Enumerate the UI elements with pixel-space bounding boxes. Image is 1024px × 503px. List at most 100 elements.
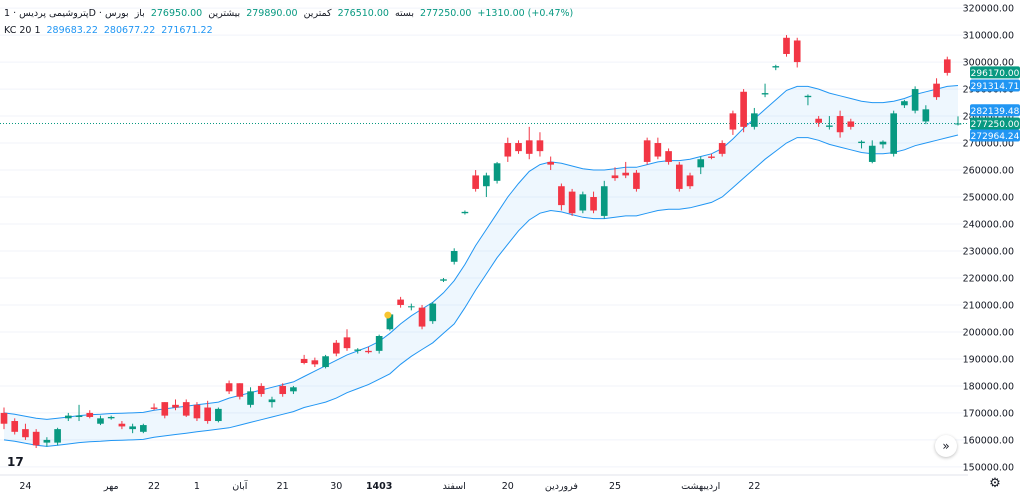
candle[interactable] [890,110,898,157]
candle[interactable] [129,423,136,434]
candle[interactable] [547,156,554,171]
gear-icon[interactable]: ⚙ [989,476,1001,491]
candle[interactable] [418,304,426,330]
candle[interactable] [718,140,726,157]
candle[interactable] [54,427,61,446]
candle[interactable] [751,107,758,130]
candle[interactable] [140,423,147,434]
candle[interactable] [11,418,19,435]
candle[interactable] [461,210,469,215]
y-tick-label: 240000.00 [963,220,1014,231]
candle[interactable] [97,415,104,426]
candle[interactable] [375,334,383,354]
candle[interactable] [118,421,126,430]
candle[interactable] [558,183,565,211]
candle[interactable] [654,137,662,160]
candle[interactable] [536,132,544,157]
candle[interactable] [397,296,404,308]
candle[interactable] [257,383,265,397]
candle[interactable] [472,170,479,192]
candle[interactable] [193,402,201,422]
indicator-name[interactable]: KC 20 1 [4,24,41,36]
candle[interactable] [225,380,233,395]
candle[interactable] [440,277,447,283]
candle[interactable] [429,302,437,324]
candle[interactable] [922,105,930,125]
candle[interactable] [0,407,8,430]
candle[interactable] [858,140,865,149]
candle[interactable] [579,191,587,214]
candle[interactable] [879,140,887,149]
candle[interactable] [793,37,801,68]
candle[interactable] [290,385,297,395]
candle[interactable] [204,400,211,424]
candle[interactable] [182,399,190,417]
candle[interactable] [665,148,672,165]
candle[interactable] [332,340,340,357]
candle[interactable] [493,161,501,184]
candle[interactable] [43,437,51,447]
candle[interactable] [772,64,780,71]
candle[interactable] [279,383,287,397]
candle[interactable] [804,94,812,106]
candle[interactable] [365,346,372,354]
candle[interactable] [408,303,415,311]
candle[interactable] [32,429,40,449]
candle[interactable] [107,415,115,420]
candle[interactable] [836,110,844,138]
candle[interactable] [697,156,705,175]
event-marker[interactable] [384,311,392,319]
candle[interactable] [515,140,522,154]
candle[interactable] [75,404,83,422]
candle[interactable] [868,140,876,164]
scroll-to-realtime-button[interactable]: » [935,435,957,457]
symbol-title[interactable]: پتروشیمی پردیس · 1D · بورس [4,7,129,19]
candle[interactable] [686,172,694,189]
candle[interactable] [954,116,962,126]
candle[interactable] [783,35,790,57]
candle[interactable] [943,56,951,76]
tradingview-logo[interactable]: 17 [7,455,24,469]
legend-indicator-row[interactable]: KC 20 1 289683.22 280677.22 271671.22 [4,22,573,39]
candle[interactable] [247,387,254,408]
candle[interactable] [86,410,94,419]
candle[interactable] [600,180,608,219]
high-label: بیشترین [208,7,241,19]
candle[interactable] [354,348,362,354]
candle[interactable] [525,126,533,160]
candle[interactable] [322,354,329,369]
candle[interactable] [483,172,490,198]
candle[interactable] [675,161,683,192]
candle[interactable] [933,78,940,100]
candle[interactable] [504,137,512,162]
candle[interactable] [64,412,72,422]
candle[interactable] [590,191,597,214]
candle[interactable] [911,86,919,114]
candle[interactable] [311,357,319,368]
candle[interactable] [633,170,640,192]
candle[interactable] [708,153,715,160]
candle[interactable] [150,403,158,411]
candle[interactable] [826,116,833,130]
candle[interactable] [611,167,619,181]
candle[interactable] [622,161,630,179]
candle[interactable] [268,396,276,408]
candle[interactable] [901,99,908,108]
candle[interactable] [450,248,458,265]
candle[interactable] [815,116,822,127]
candle[interactable] [22,423,29,440]
candle[interactable] [568,188,576,216]
candle[interactable] [740,89,747,133]
candle[interactable] [161,402,169,419]
candle[interactable] [172,399,179,411]
candle[interactable] [215,407,222,423]
candle[interactable] [761,83,769,98]
candle[interactable] [729,110,737,135]
candle[interactable] [236,383,244,400]
candle[interactable] [343,329,351,351]
candle[interactable] [847,118,855,130]
candle[interactable] [643,137,651,165]
candle[interactable] [300,354,308,365]
